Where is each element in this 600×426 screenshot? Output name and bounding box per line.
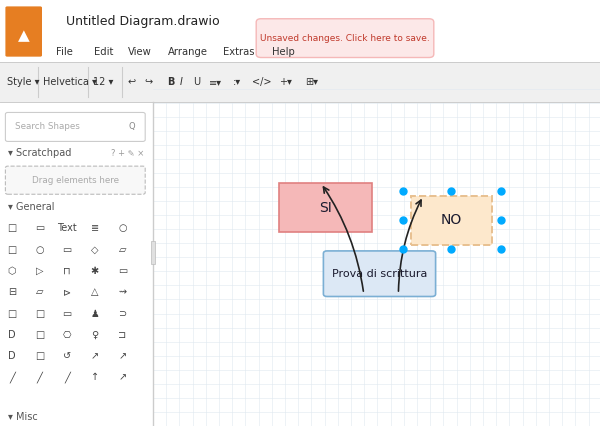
Text: File: File (56, 47, 73, 58)
Text: ○: ○ (35, 245, 44, 255)
Bar (153, 102, 600, 426)
Text: □: □ (7, 223, 17, 233)
Text: ↗: ↗ (118, 372, 127, 383)
Text: Unsaved changes. Click here to save.: Unsaved changes. Click here to save. (260, 34, 430, 43)
Text: ⊓: ⊓ (64, 266, 71, 276)
Text: ▾ Scratchpad: ▾ Scratchpad (8, 148, 71, 158)
Text: ♟: ♟ (91, 308, 99, 319)
Text: □: □ (35, 330, 44, 340)
Text: Style ▾: Style ▾ (7, 77, 40, 87)
Text: NO: NO (441, 213, 462, 227)
Text: ↑: ↑ (91, 372, 99, 383)
Text: ⊳: ⊳ (63, 287, 71, 297)
Text: ▲: ▲ (18, 28, 29, 43)
Text: ╱: ╱ (64, 371, 70, 383)
Text: D: D (8, 330, 16, 340)
Text: I: I (180, 77, 183, 87)
Text: U: U (193, 77, 200, 87)
Text: Extras: Extras (223, 47, 254, 58)
Text: ▱: ▱ (36, 287, 43, 297)
Text: ▷: ▷ (36, 266, 43, 276)
Text: ◇: ◇ (91, 245, 98, 255)
Text: ≡▾: ≡▾ (209, 77, 222, 87)
Text: Help: Help (272, 47, 295, 58)
Text: Untitled Diagram.drawio: Untitled Diagram.drawio (66, 15, 220, 28)
Bar (411, 196, 492, 245)
Text: ╱: ╱ (37, 371, 43, 383)
Text: Helvetica ▾: Helvetica ▾ (43, 77, 97, 87)
Text: □: □ (7, 308, 17, 319)
Text: ↪: ↪ (144, 77, 152, 87)
FancyBboxPatch shape (5, 112, 145, 141)
Text: ↗: ↗ (118, 351, 127, 361)
FancyBboxPatch shape (323, 251, 436, 296)
Text: 12 ▾: 12 ▾ (93, 77, 113, 87)
Text: Edit: Edit (94, 47, 113, 58)
Text: View: View (128, 47, 152, 58)
Text: ⇝: ⇝ (118, 287, 127, 297)
Text: ⊃: ⊃ (118, 308, 127, 319)
Text: ≣: ≣ (91, 223, 99, 233)
Text: Prova di scrittura: Prova di scrittura (332, 269, 427, 279)
Text: ↩: ↩ (127, 77, 136, 87)
Text: :▾: :▾ (233, 77, 241, 87)
FancyBboxPatch shape (256, 19, 434, 58)
Text: ▭: ▭ (35, 223, 44, 233)
Text: △: △ (91, 287, 98, 297)
Text: ⊟: ⊟ (8, 287, 16, 297)
FancyBboxPatch shape (5, 6, 42, 57)
Text: ▭: ▭ (62, 245, 72, 255)
Text: ↗: ↗ (91, 351, 99, 361)
Text: D: D (8, 351, 16, 361)
Text: Drag elements here: Drag elements here (32, 176, 119, 185)
Text: Arrange: Arrange (168, 47, 208, 58)
Text: +▾: +▾ (279, 77, 292, 87)
Text: Search Shapes: Search Shapes (15, 122, 80, 132)
FancyBboxPatch shape (5, 166, 145, 194)
Text: ⎔: ⎔ (63, 330, 71, 340)
Bar (0, 62, 600, 102)
Text: B: B (167, 77, 174, 87)
Text: ⬡: ⬡ (8, 266, 16, 276)
Bar (0, 102, 153, 426)
Text: ○: ○ (118, 223, 127, 233)
Bar (0, 0, 600, 62)
Text: Text: Text (58, 223, 77, 233)
Text: ✱: ✱ (91, 266, 99, 276)
Text: □: □ (35, 351, 44, 361)
Text: ▾ General: ▾ General (8, 202, 54, 212)
Text: ↺: ↺ (63, 351, 71, 361)
Text: ♀: ♀ (91, 330, 98, 340)
Text: ╱: ╱ (9, 371, 15, 383)
Bar (151, 241, 155, 264)
Text: □: □ (35, 308, 44, 319)
Bar (279, 183, 372, 232)
Text: □: □ (7, 245, 17, 255)
Text: ⊞▾: ⊞▾ (305, 77, 318, 87)
Text: ? + ✎ ×: ? + ✎ × (111, 149, 144, 158)
Text: SI: SI (319, 201, 332, 215)
Text: </>: </> (252, 77, 271, 87)
Text: ▭: ▭ (62, 308, 72, 319)
Text: ⊐: ⊐ (118, 330, 127, 340)
Text: Q: Q (128, 122, 136, 132)
Text: ▱: ▱ (119, 245, 126, 255)
Text: ▭: ▭ (118, 266, 127, 276)
Text: ▾ Misc: ▾ Misc (8, 412, 38, 422)
